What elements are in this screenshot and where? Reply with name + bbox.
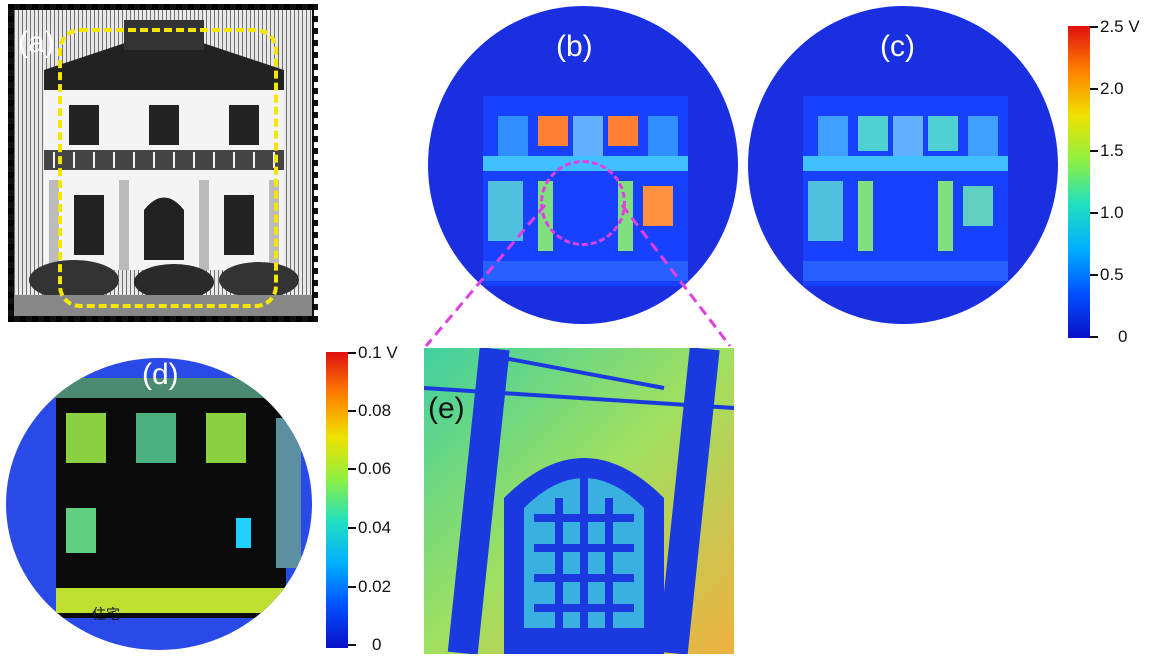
roi-dashed-box [58,28,278,308]
colorbar-main-tick-label: 2.0 [1100,79,1124,98]
voltage-map-d [6,358,312,650]
colorbar-main-tick-label: 1.0 [1100,203,1124,222]
colorbar-main-tick-mark [1090,88,1098,90]
colorbar-small-tick-label: 0 [372,635,382,654]
colorbar-small-tick-label: 0.04 [358,518,392,537]
colorbar-small-tick-mark [348,644,356,646]
colorbar-main-tick-mark [1090,274,1098,276]
zoomed-map-e [424,348,734,654]
colorbar-main [1068,26,1090,338]
panel-label-b: (b) [556,30,593,63]
colorbar-main-tick-mark [1090,150,1098,152]
panel-label-a: (a) [18,26,55,59]
colorbar-main-tick-label: 0 [1118,327,1128,346]
colorbar-small-tick-mark [348,410,356,412]
colorbar-small-tick-mark [348,468,356,470]
voltage-map-c [748,6,1058,324]
stamp-caption-text: 住宅 [92,607,120,623]
colorbar-main-tick-mark [1090,212,1098,214]
colorbar-small-tick-label: 0.02 [358,577,392,596]
colorbar-small-tick-label: 0.06 [358,459,392,478]
building-engraving [14,10,312,316]
panel-label-c: (c) [880,30,915,63]
colorbar-small-tick-mark [348,352,356,354]
colorbar-main-tick-mark [1090,336,1098,338]
panel-label-d: (d) [142,358,179,391]
engraving-image [14,10,312,316]
colorbar-small-tick-label: 0.1 V [358,343,398,362]
colorbar-main-tick-label: 2.5 V [1100,17,1140,36]
colorbar-main-tick-mark [1090,26,1098,28]
colorbar-small-tick-mark [348,586,356,588]
zoom-region-circle [540,160,626,246]
colorbar-small-tick-mark [348,527,356,529]
colorbar-main-tick-label: 0.5 [1100,265,1124,284]
colorbar-main-tick-label: 1.5 [1100,141,1124,160]
colorbar-small-tick-label: 0.08 [358,401,392,420]
panel-label-e: (e) [428,392,465,425]
colorbar-small [326,352,348,648]
